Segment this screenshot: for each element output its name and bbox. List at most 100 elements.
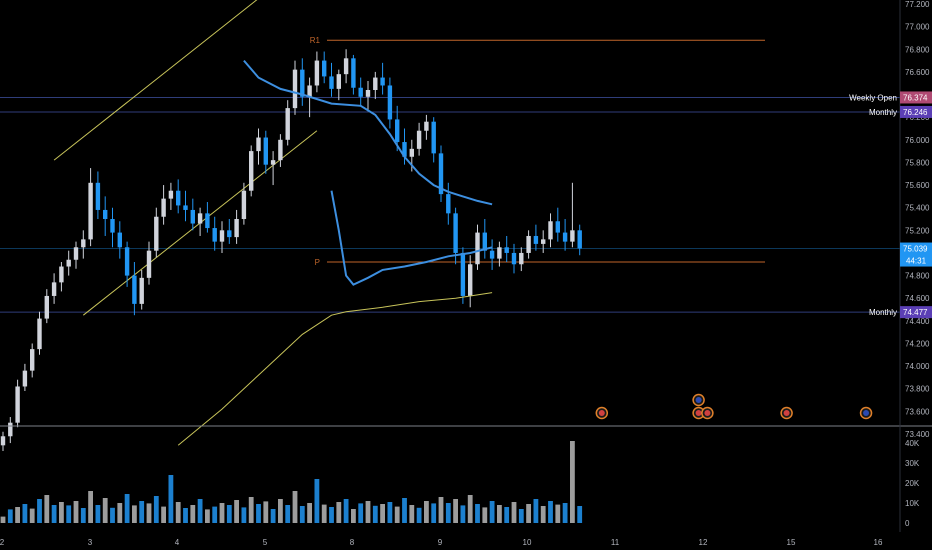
event-icon[interactable]: [859, 406, 873, 420]
volume-tick-label: 0: [905, 519, 910, 528]
level-tag-value: 76.246: [903, 108, 928, 117]
time-axis[interactable]: 2 3 4 5 8 9 10 11 12 15 16: [0, 538, 883, 547]
event-icon[interactable]: [701, 406, 714, 420]
moving-averages: [177, 59, 493, 446]
level-lines: Weekly Open Monthly Monthly R1 P: [0, 36, 900, 317]
level-tag-value: 76.374: [903, 93, 928, 102]
candle-body: [541, 239, 546, 244]
time-tick-label: 4: [175, 538, 180, 547]
volume-bar: [387, 502, 393, 523]
candle-body: [154, 216, 159, 251]
price-tick-label: 75.400: [905, 204, 930, 213]
candle-body: [519, 252, 524, 265]
volume-bar: [256, 504, 261, 523]
last-price-value: 75.039: [903, 245, 928, 254]
volume-bar: [205, 509, 210, 523]
candle-body: [73, 247, 79, 260]
volume-tick-label: 10K: [905, 499, 920, 508]
volume-bar: [59, 502, 64, 523]
volume-bar: [219, 503, 225, 523]
volume-bar: [278, 499, 283, 523]
volume-bar: [88, 491, 93, 523]
event-icon[interactable]: [692, 393, 705, 407]
volume-bar: [234, 500, 239, 523]
volume-tick-label: 30K: [905, 459, 920, 468]
volume-bar: [37, 499, 42, 523]
candle-body: [577, 230, 582, 249]
time-tick-label: 10: [523, 538, 532, 547]
volume-bar: [460, 505, 466, 523]
candle-body: [59, 266, 64, 283]
candle-body: [263, 137, 268, 165]
candle-body: [380, 77, 385, 86]
volume-bar: [570, 441, 575, 523]
volume-bar: [365, 501, 371, 523]
economic-events[interactable]: [595, 393, 873, 420]
time-tick-label: 16: [874, 538, 883, 547]
volume-bar: [66, 505, 72, 523]
volume-bar: [409, 505, 415, 523]
volume-bar: [22, 504, 28, 523]
candle-body: [110, 219, 115, 233]
candle-body: [183, 205, 188, 210]
price-tick-label: 76.800: [905, 45, 930, 54]
volume-bar: [270, 509, 276, 523]
price-tick-label: 77.000: [905, 23, 930, 32]
volume-bar: [95, 505, 101, 523]
volume-axis[interactable]: 40K 30K 20K 10K 0: [905, 439, 920, 528]
volume-bar: [124, 494, 130, 523]
candle-body: [438, 153, 444, 195]
volume-bar: [190, 505, 196, 523]
price-tick-label: 76.600: [905, 68, 930, 77]
volume-bar: [394, 506, 400, 523]
candle-body: [161, 198, 166, 217]
volume-bar: [117, 503, 123, 523]
candle-body: [533, 235, 539, 244]
pivot-label: R1: [310, 36, 321, 45]
level-tag: [900, 105, 932, 118]
time-tick-label: 2: [0, 538, 5, 547]
event-flag: [695, 410, 702, 416]
price-tick-label: 74.800: [905, 272, 930, 281]
candle-body: [81, 239, 86, 248]
candle-body: [387, 85, 393, 120]
volume-bar: [314, 479, 320, 523]
volume-bar: [44, 495, 50, 523]
volume-bar: [402, 498, 407, 523]
candle-body: [212, 228, 217, 242]
event-icon[interactable]: [780, 406, 793, 420]
volume-bar: [540, 506, 546, 523]
volume-bar: [438, 497, 444, 523]
candle-body: [168, 190, 174, 199]
price-tick-label: 76.000: [905, 136, 930, 145]
price-tick-label: 74.200: [905, 339, 930, 348]
candle-body: [416, 130, 422, 149]
price-tick-label: 74.000: [905, 362, 930, 371]
volume-bar: [351, 509, 356, 523]
time-tick-label: 8: [350, 538, 355, 547]
candle-body: [460, 252, 466, 296]
volume-bar: [29, 508, 35, 523]
time-tick-label: 11: [611, 538, 620, 547]
candle-body: [395, 119, 400, 143]
candle-body: [373, 77, 378, 91]
volume-bar: [533, 499, 539, 523]
candle-body: [124, 247, 130, 276]
candle-body: [103, 209, 108, 220]
price-tags: 76.374 76.246 74.477 75.039 44:31: [900, 91, 932, 319]
candle-body: [22, 370, 28, 387]
volume-bar: [161, 506, 166, 523]
volume-bar: [416, 507, 422, 523]
level-tag: [900, 306, 932, 319]
event-icon[interactable]: [595, 406, 609, 420]
volume-bar: [139, 501, 145, 523]
event-flag: [695, 397, 702, 403]
candle-body: [548, 221, 553, 240]
volume-bar: [241, 507, 247, 523]
candle-body: [402, 142, 407, 157]
pivot-label: P: [315, 258, 320, 267]
candle-body: [446, 194, 451, 214]
candle-body: [66, 259, 71, 267]
last-price-tag: [900, 242, 932, 267]
